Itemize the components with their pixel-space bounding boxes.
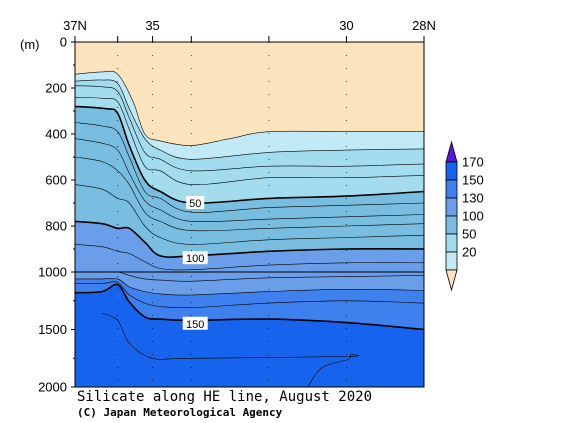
y-tick-label-5: 1000 — [38, 265, 67, 280]
contour-label-box-1 — [182, 251, 208, 265]
contour-line-140 — [75, 281, 424, 309]
y-tick-label-6: 1500 — [38, 322, 67, 337]
band-150 — [75, 284, 424, 387]
contour-line-90 — [75, 184, 424, 245]
colorbar-label-2: 130 — [462, 191, 484, 206]
x-tick-label-3: 28N — [412, 18, 436, 33]
x-tick-label-0: 37N — [63, 18, 87, 33]
plot-area — [75, 42, 424, 387]
colorbar-label-3: 100 — [462, 209, 484, 224]
contour-label-2: 150 — [186, 319, 204, 331]
colorbar-segment-2 — [445, 197, 458, 217]
contour-label-0: 50 — [189, 198, 201, 210]
colorbar-label-4: 50 — [462, 227, 476, 242]
contour-line-40 — [75, 96, 424, 186]
plot-frame — [74, 41, 425, 388]
contour-label-box-2 — [182, 316, 208, 330]
contour-line-80 — [75, 156, 424, 232]
y-tick-label-0: 0 — [60, 35, 67, 50]
contour-line-160 — [101, 313, 360, 387]
x-axis: 37N 35 30 28N — [63, 18, 436, 42]
colorbar-label-0: 170 — [462, 155, 484, 170]
colorbar: 170 150 130 100 50 20 — [445, 140, 484, 292]
y-axis: 0 200 400 600 800 1000 1500 2000 (m) — [20, 35, 75, 395]
colorbar-label-5: 20 — [462, 245, 476, 260]
contour-line-70 — [75, 138, 424, 223]
contour-label-1: 100 — [186, 253, 204, 265]
contour-line-25 — [75, 79, 424, 160]
contour-line-50 — [75, 105, 424, 204]
x-tick-label-1: 35 — [145, 18, 159, 33]
contour-line-30 — [75, 85, 424, 172]
y-tick-label-3: 600 — [45, 173, 67, 188]
chart-credit: (C) Japan Meteorological Agency — [77, 406, 283, 419]
x-tick-label-2: 30 — [339, 18, 353, 33]
chart-title: Silicate along HE line, August 2020 — [77, 389, 373, 405]
colorbar-top-arrow — [445, 140, 458, 163]
contour-line-130 — [75, 278, 424, 296]
contour-labels: 50 100 150 — [182, 196, 208, 331]
y-tick-label-2: 400 — [45, 127, 67, 142]
y-tick-label-1: 200 — [45, 81, 67, 96]
contour-lines — [75, 70, 424, 387]
colorbar-segment-3 — [445, 215, 458, 235]
colorbar-label-1: 150 — [462, 173, 484, 188]
contour-line-100 — [75, 220, 424, 258]
colorbar-segment-4 — [445, 233, 458, 253]
colorbar-bottom-arrow — [445, 269, 458, 292]
colorbar-segment-5 — [445, 251, 458, 271]
y-tick-label-7: 2000 — [38, 380, 67, 395]
colorbar-segment-1 — [445, 179, 458, 199]
contour-line-20 — [75, 70, 424, 146]
contour-line-60 — [75, 122, 424, 213]
contour-line-110 — [75, 244, 424, 271]
y-unit-label: (m) — [20, 37, 40, 52]
contour-label-box-0 — [186, 196, 205, 209]
contour-line-150 — [75, 283, 424, 331]
y-tick-label-4: 800 — [45, 219, 67, 234]
colorbar-segment-0 — [445, 161, 458, 181]
